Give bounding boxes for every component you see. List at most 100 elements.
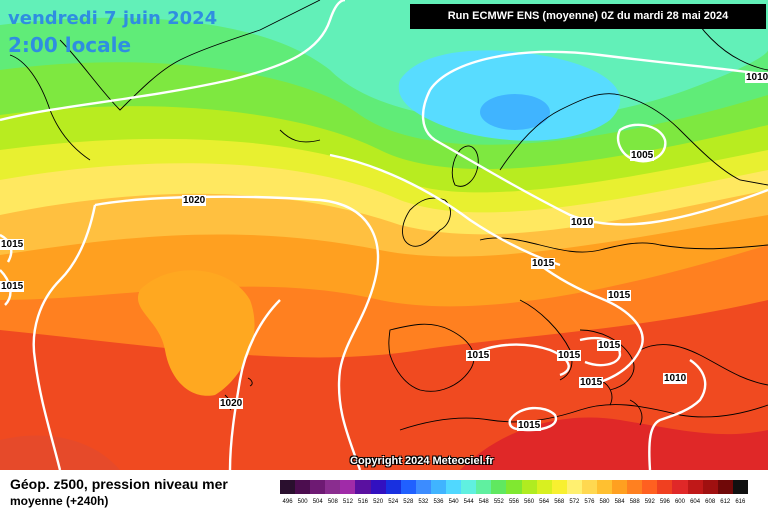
- legend-label: 512: [342, 499, 353, 505]
- legend-label: 588: [629, 499, 640, 505]
- legend-swatch: [687, 480, 703, 494]
- isobar-label: 1015: [517, 420, 542, 431]
- isobar-label: 1010: [745, 72, 768, 83]
- legend-label: 516: [358, 499, 369, 505]
- legend-swatch: [295, 480, 311, 494]
- legend-label: 556: [508, 499, 519, 505]
- legend-label: 564: [539, 499, 550, 505]
- legend-swatch: [446, 480, 462, 494]
- product-title: Géop. z500, pression niveau mer: [10, 476, 228, 492]
- legend-label: 508: [327, 499, 338, 505]
- isobar-label: 1015: [579, 377, 604, 388]
- legend-swatch: [310, 480, 326, 494]
- run-info: Run ECMWF ENS (moyenne) 0Z du mardi 28 m…: [410, 4, 766, 29]
- legend-label: 532: [418, 499, 429, 505]
- legend-label: 584: [614, 499, 625, 505]
- legend-swatch: [355, 480, 371, 494]
- legend-swatch: [415, 480, 431, 494]
- legend-swatch: [461, 480, 477, 494]
- isobar-label: 1020: [219, 398, 244, 409]
- legend-swatch: [657, 480, 673, 494]
- isobar-label: 1015: [557, 350, 582, 361]
- isobar-1005-low: [421, 50, 768, 226]
- legend-label: 544: [463, 499, 474, 505]
- isobar-1005-ring: [616, 123, 667, 163]
- color-legend: [280, 480, 748, 494]
- isobar-1020-ring: [94, 195, 380, 470]
- isobar-1010-north: [0, 0, 346, 122]
- legend-label: 540: [448, 499, 459, 505]
- legend-label: 600: [674, 499, 685, 505]
- legend-swatch: [340, 480, 356, 494]
- legend-label: 560: [524, 499, 535, 505]
- legend-swatch: [732, 480, 748, 494]
- legend-swatch: [566, 480, 582, 494]
- legend-swatch: [642, 480, 658, 494]
- isobar-label: 1005: [630, 150, 655, 161]
- legend-swatch: [370, 480, 386, 494]
- isobar-label: 1015: [0, 281, 25, 292]
- legend-label: 552: [493, 499, 504, 505]
- isobar-label: 1010: [570, 217, 595, 228]
- legend-swatch: [551, 480, 567, 494]
- isobar-1015-med: [579, 336, 622, 367]
- isobar-label: 1010: [663, 373, 688, 384]
- legend-swatch: [400, 480, 416, 494]
- legend-label: 580: [599, 499, 610, 505]
- isobar-1010-trough: [329, 153, 561, 267]
- isobar-1020: [32, 204, 97, 470]
- legend-label: 612: [720, 499, 731, 505]
- coastlines: [9, 0, 768, 431]
- isobar-1020-south: [228, 299, 281, 470]
- legend-label: 616: [735, 499, 746, 505]
- legend-label: 504: [312, 499, 323, 505]
- legend-swatch: [506, 480, 522, 494]
- legend-swatch: [325, 480, 341, 494]
- legend-label: 596: [659, 499, 670, 505]
- weather-map: [0, 0, 768, 470]
- legend-swatch: [702, 480, 718, 494]
- legend-swatch: [581, 480, 597, 494]
- legend-swatch: [672, 480, 688, 494]
- isobar-label: 1015: [531, 258, 556, 269]
- legend-swatch: [717, 480, 733, 494]
- forecast-time: 2:00 locale: [8, 33, 132, 57]
- legend-swatch: [596, 480, 613, 494]
- legend-swatch: [612, 480, 628, 494]
- legend-label: 536: [433, 499, 444, 505]
- legend-label: 604: [690, 499, 701, 505]
- isobar-label: 1015: [466, 350, 491, 361]
- z500-hot-region-west: [0, 435, 120, 470]
- legend-swatch: [430, 480, 447, 494]
- isobars: [0, 0, 768, 470]
- isobar-1015-europe: [539, 264, 644, 387]
- legend-label: 524: [388, 499, 399, 505]
- legend-swatch: [521, 480, 537, 494]
- legend-swatch: [536, 480, 552, 494]
- legend-labels: 496 500 504 508 512 516 520 524 528 532 536 540 544 5…: [280, 499, 748, 505]
- legend-label: 576: [584, 499, 595, 505]
- legend-swatch: [491, 480, 507, 494]
- isobar-label: 1015: [607, 290, 632, 301]
- legend-label: 568: [554, 499, 565, 505]
- isobar-1010-east: [648, 359, 707, 470]
- legend-swatch: [385, 480, 401, 494]
- isobar-label: 1015: [597, 340, 622, 351]
- product-subtitle: moyenne (+240h): [10, 494, 109, 508]
- z500-warm-pocket: [137, 270, 255, 396]
- legend-label: 592: [644, 499, 655, 505]
- legend-label: 608: [705, 499, 716, 505]
- legend-label: 500: [297, 499, 308, 505]
- legend-label: 520: [373, 499, 384, 505]
- isobar-1015-iberia: [469, 343, 570, 377]
- legend-swatch: [280, 480, 296, 494]
- isobar-1015-africa: [508, 406, 558, 432]
- copyright: Copyright 2024 Meteociel.fr: [350, 455, 494, 467]
- legend-swatch: [627, 480, 643, 494]
- isobar-label: 1015: [0, 239, 25, 250]
- legend-label: 496: [282, 499, 293, 505]
- z500-low-core: [480, 94, 550, 130]
- legend-label: 528: [403, 499, 414, 505]
- forecast-date: vendredi 7 juin 2024: [8, 8, 218, 29]
